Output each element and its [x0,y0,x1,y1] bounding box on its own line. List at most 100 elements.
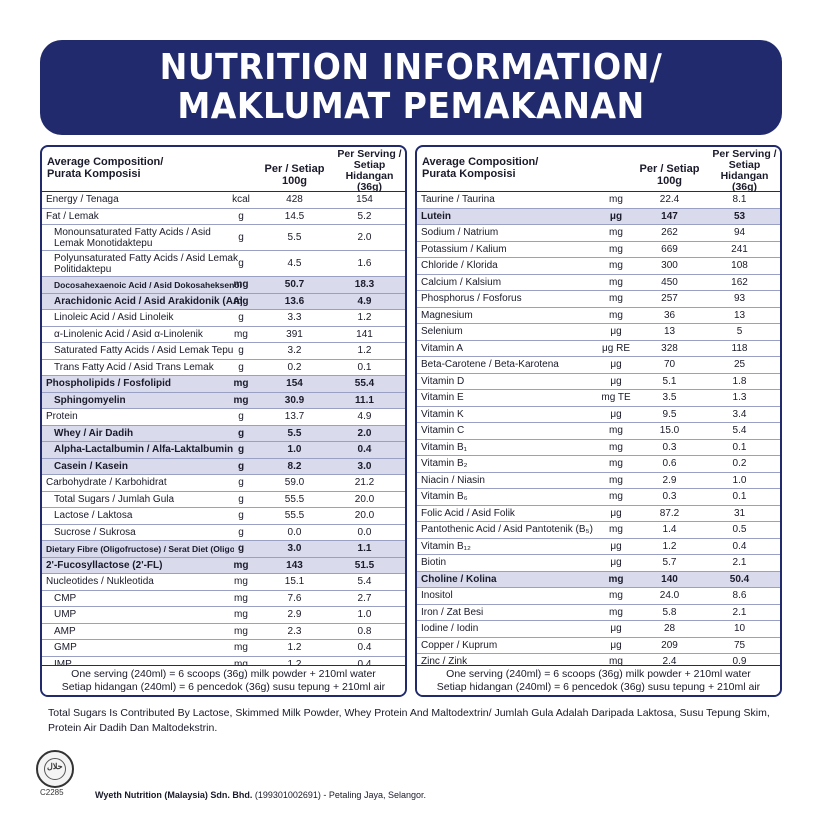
nutrient-unit: μg [610,639,622,651]
value-per-100g: 5.1 [662,375,677,387]
nutrient-name: Potassium / Kalium [421,243,507,255]
table-row: AMP mg 2.3 0.8 [42,624,405,640]
value-per-serving: 0.4 [357,444,372,455]
halal-code: C2285 [40,788,64,797]
value-per-100g: 257 [661,293,678,304]
nutrient-unit: mg [608,573,624,585]
value-per-serving: 11.1 [355,394,374,406]
nutrient-name: Biotin [421,557,447,568]
nutrient-unit: g [238,493,244,505]
header-perserving-1: Per Serving / [712,148,777,160]
nutrient-name: Sphingomyelin [54,394,126,406]
nutrient-unit: μg [610,408,622,420]
left-rows: Energy / Tenaga kcal 428 154 Fat / Lemak g 14.… [42,192,405,673]
nutrient-name: IMP [54,658,72,670]
value-per-100g: 5.8 [662,606,677,618]
value-per-serving: 0.0 [357,526,372,538]
table-row: Selenium μg 13 5 [417,324,780,341]
value-per-100g: 300 [661,260,678,271]
nutrient-unit: g [237,444,245,455]
value-per-100g: 13.6 [284,295,305,307]
value-per-100g: 70 [663,359,676,370]
nutrient-unit: g [238,232,244,243]
table-row: α-Linolenic Acid / Asid α-Linolenik mg 391… [42,327,405,343]
serving-note: One serving (240ml) = 6 scoops (36g) mil… [42,665,405,695]
table-row: Phosphorus / Fosforus mg 257 93 [417,291,780,308]
nutrient-name: Sucrose / Sukrosa [54,526,136,538]
value-per-serving: 0.2 [732,458,747,469]
value-per-serving: 1.0 [732,474,747,486]
value-per-100g: 140 [661,573,678,585]
table-row: Magnesium mg 36 13 [417,308,780,324]
value-per-serving: 5.4 [357,576,372,587]
nutrient-unit: g [237,427,245,439]
table-row: Casein / Kasein g 8.2 3.0 [42,458,405,475]
table-row: Beta-Carotene / Beta-Karotena μg 70 25 [417,357,780,374]
header-per100: Per / Setiap 100g [264,163,325,187]
header-perserving-1: Per Serving / [337,148,402,160]
table-row: Linoleic Acid / Asid Linoleik g 3.3 1.2 [42,310,405,327]
table-row: Fat / Lemak g 14.5 5.2 [42,209,405,225]
value-per-serving: 1.1 [357,543,372,554]
header-per100: Per / Setiap 100g [639,163,700,187]
value-per-100g: 55.5 [284,493,305,505]
value-per-100g: 328 [661,342,678,354]
nutrient-unit: mg [609,590,623,601]
serving-note-ms: Setiap hidangan (240ml) = 6 pencedok (36… [436,681,761,693]
value-per-serving: 31 [733,507,746,519]
value-per-serving: 51.5 [354,559,375,571]
nutrient-unit: g [238,312,244,323]
value-per-serving: 1.6 [357,258,372,269]
header-composition-en: Average Composition/ [47,156,164,168]
value-per-serving: 0.1 [357,361,372,373]
table-row: Sphingomyelin mg 30.9 11.1 [42,392,405,409]
nutrient-name: Trans Fatty Acid / Asid Trans Lemak [54,361,214,373]
header-composition-ms: Purata Komposisi [422,168,516,180]
nutrient-unit: mg [609,194,623,205]
value-per-100g: 154 [286,378,303,389]
value-per-serving: 0.9 [732,656,747,667]
nutrient-name: 2'-Fucosyllactose (2'-FL) [46,559,163,571]
value-per-serving: 8.6 [732,590,747,601]
header-composition-en: Average Composition/ [422,156,539,168]
table-row: CMP mg 7.6 2.7 [42,591,405,607]
nutrient-name: Phosphorus / Fosforus [421,293,522,304]
nutrient-unit: mg [234,576,248,587]
nutrient-name: Beta-Carotene / Beta-Karotena [421,359,559,370]
value-per-100g: 24.0 [659,590,680,601]
nutrient-name: α-Linolenic Acid / Asid α-Linolenik [54,328,203,340]
value-per-serving: 1.0 [357,609,372,620]
value-per-serving: 2.0 [357,232,372,243]
nutrient-name: Lutein [421,210,451,222]
table-row: Lutein μg 147 53 [417,208,780,225]
table-row: GMP mg 1.2 0.4 [42,640,405,657]
nutrient-unit: mg TE [601,392,631,403]
table-row: Vitamin E mg TE 3.5 1.3 [417,390,780,407]
nutrient-unit: mg [609,227,623,238]
value-per-100g: 1.4 [662,524,677,535]
nutrient-name: UMP [54,609,77,620]
title-banner: NUTRITION INFORMATION/ MAKLUMAT PEMAKANA… [40,40,782,135]
table-row: Inositol mg 24.0 8.6 [417,588,780,605]
value-per-100g: 1.2 [287,642,302,653]
nutrient-name: CMP [54,592,77,604]
nutrient-unit: mg [609,309,623,321]
nutrient-unit: mg [233,295,249,307]
table-row: UMP mg 2.9 1.0 [42,607,405,624]
table-row: Vitamin B₁₂ μg 1.2 0.4 [417,539,780,555]
nutrient-name: Polyunsaturated Fatty Acids / Asid Lemak… [54,253,238,275]
table-row: Nucleotides / Nukleotida mg 15.1 5.4 [42,574,405,591]
nutrient-unit: mg [609,243,623,255]
nutrient-unit: μg RE [602,342,630,354]
nutrient-unit: mg [609,276,623,288]
nutrient-name: Zinc / Zink [421,656,468,667]
value-per-100g: 3.0 [287,543,302,554]
value-per-serving: 8.1 [732,194,747,205]
value-per-100g: 0.6 [662,458,677,469]
nutrient-name: Dietary Fibre (Oligofructose) / Serat Di… [46,544,234,554]
value-per-serving: 94 [733,227,746,238]
nutrient-name: Taurine / Taurina [421,194,495,205]
value-per-100g: 30.9 [284,394,305,406]
nutrient-unit: μg [610,507,622,519]
title-line-2: MAKLUMAT PEMAKANAN [177,86,645,127]
